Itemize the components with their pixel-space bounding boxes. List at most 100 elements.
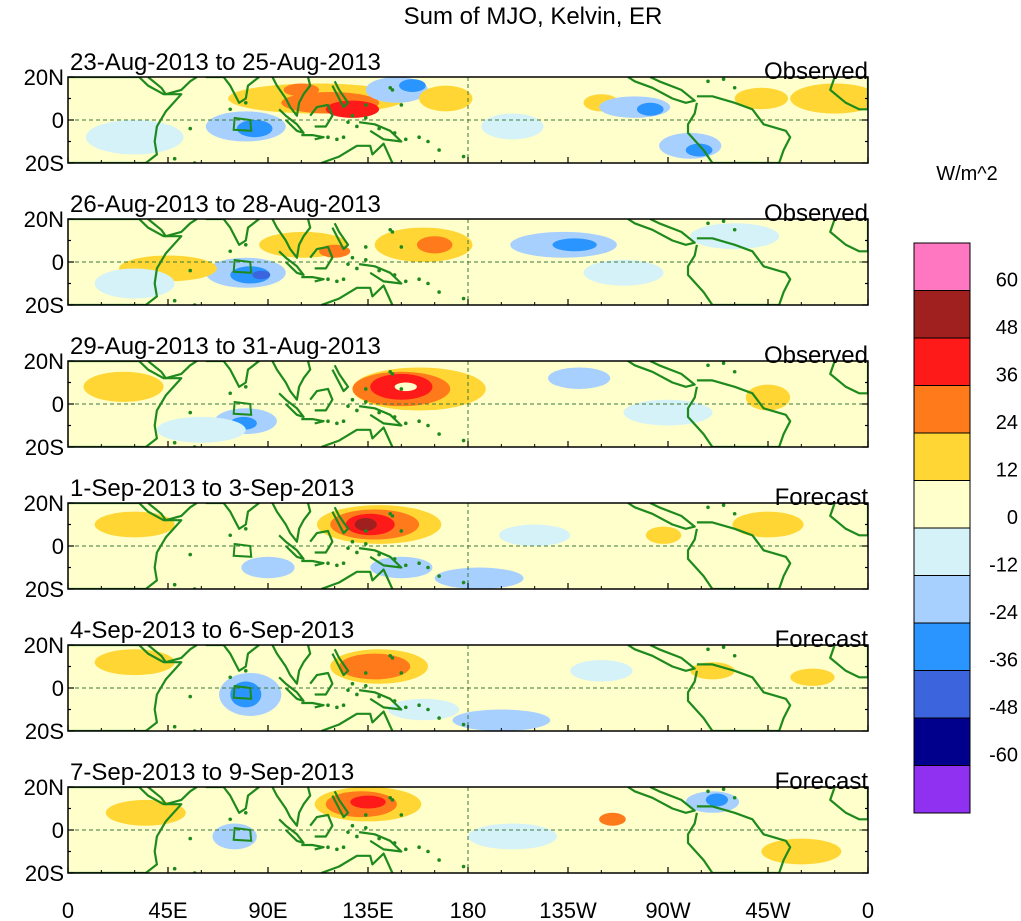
- island: [188, 268, 193, 273]
- island: [341, 561, 346, 565]
- island: [388, 511, 393, 516]
- island: [403, 421, 408, 426]
- island: [461, 722, 466, 727]
- island: [426, 281, 430, 286]
- anomaly-patch: [690, 223, 780, 250]
- island: [243, 385, 248, 389]
- coastline: [301, 559, 325, 567]
- coastline: [320, 142, 394, 163]
- coastline: [829, 77, 868, 111]
- island: [417, 419, 421, 424]
- coastline: [147, 361, 198, 380]
- latitude-label: 0: [52, 676, 64, 701]
- latitude-label: 0: [52, 392, 64, 417]
- island: [326, 703, 330, 707]
- island: [355, 834, 359, 839]
- coastline: [686, 663, 792, 731]
- coastline: [627, 645, 696, 672]
- anomaly-patch: [388, 698, 460, 721]
- coastline: [68, 787, 183, 873]
- coastline: [301, 701, 325, 709]
- coastline: [278, 676, 305, 703]
- anomaly-patch: [599, 812, 626, 826]
- island: [335, 421, 339, 426]
- coastline: [301, 134, 325, 141]
- coastline: [68, 219, 183, 305]
- map-panel: 20N 0 20S 1-Sep-2013 to 3-Sep-2013 Forecast: [24, 475, 869, 602]
- colorbar-tick-label: 12: [996, 460, 1018, 482]
- island: [399, 103, 404, 107]
- island: [437, 574, 441, 578]
- colorbar-swatch: [913, 670, 971, 719]
- island: [417, 703, 421, 707]
- panel-kind-label: Forecast: [775, 768, 869, 795]
- island: [341, 135, 346, 139]
- anomaly-patch: [105, 799, 186, 826]
- island: [363, 258, 368, 262]
- island: [732, 369, 737, 374]
- coastline: [68, 503, 183, 589]
- island: [341, 277, 346, 282]
- island: [399, 671, 404, 675]
- island: [721, 503, 726, 507]
- island: [706, 789, 710, 794]
- anomaly-patch: [734, 87, 788, 110]
- region-box: [232, 400, 253, 416]
- longitude-label: 0: [62, 898, 74, 921]
- coastline: [205, 77, 260, 104]
- island: [390, 656, 395, 660]
- island: [377, 694, 381, 699]
- longitude-label: 90W: [645, 898, 690, 921]
- coastline: [686, 521, 792, 589]
- coastline: [278, 818, 305, 845]
- anomaly-patch: [339, 653, 411, 680]
- island: [390, 372, 395, 376]
- island: [350, 823, 355, 828]
- colorbar-swatch: [913, 290, 971, 339]
- island: [243, 527, 248, 531]
- coastline: [358, 121, 403, 143]
- coastline: [147, 645, 198, 664]
- island: [403, 847, 408, 852]
- island: [172, 298, 177, 303]
- latitude-label: 20S: [25, 861, 64, 886]
- island: [188, 836, 193, 841]
- island: [392, 841, 397, 845]
- coastline: [271, 361, 312, 401]
- anomaly-patch: [156, 416, 246, 443]
- island: [426, 423, 430, 428]
- island: [363, 387, 368, 391]
- island: [326, 419, 330, 424]
- map-panels: 20N 0 20S 23-Aug-2013 to 25-Aug-2013 Observe…: [24, 49, 869, 886]
- latitude-label: 0: [52, 534, 64, 559]
- map-panel: 20N 0 20S 23-Aug-2013 to 25-Aug-2013 Observe…: [24, 49, 869, 176]
- coastline: [68, 361, 183, 447]
- colorbar-tick-label: -48: [989, 697, 1018, 719]
- coastline: [320, 568, 394, 589]
- longitude-axis: 0 45E 90E 135E 180 135W 90W 45W 0: [62, 898, 874, 921]
- anomaly-patch: [636, 102, 664, 116]
- anomaly-patch: [705, 793, 729, 807]
- region-box: [232, 684, 253, 700]
- island: [392, 699, 397, 703]
- coastline: [309, 529, 334, 554]
- latitude-label: 20N: [24, 775, 64, 800]
- coastline: [205, 787, 260, 814]
- coastline: [205, 361, 260, 388]
- coastline: [147, 787, 198, 806]
- coastline: [205, 219, 260, 246]
- map-panel: 20N 0 20S 7-Sep-2013 to 9-Sep-2013 Forecast: [24, 759, 869, 886]
- coastline: [627, 77, 696, 104]
- island: [392, 131, 397, 135]
- island: [437, 716, 441, 720]
- anomaly-patch: [481, 113, 544, 140]
- island: [363, 103, 368, 107]
- island: [706, 79, 710, 84]
- region-box: [232, 826, 253, 842]
- island: [350, 681, 355, 686]
- map-panel: 20N 0 20S 26-Aug-2013 to 28-Aug-2013 Observe…: [24, 191, 869, 318]
- coastline: [205, 503, 260, 530]
- island: [392, 273, 397, 277]
- island: [461, 296, 466, 301]
